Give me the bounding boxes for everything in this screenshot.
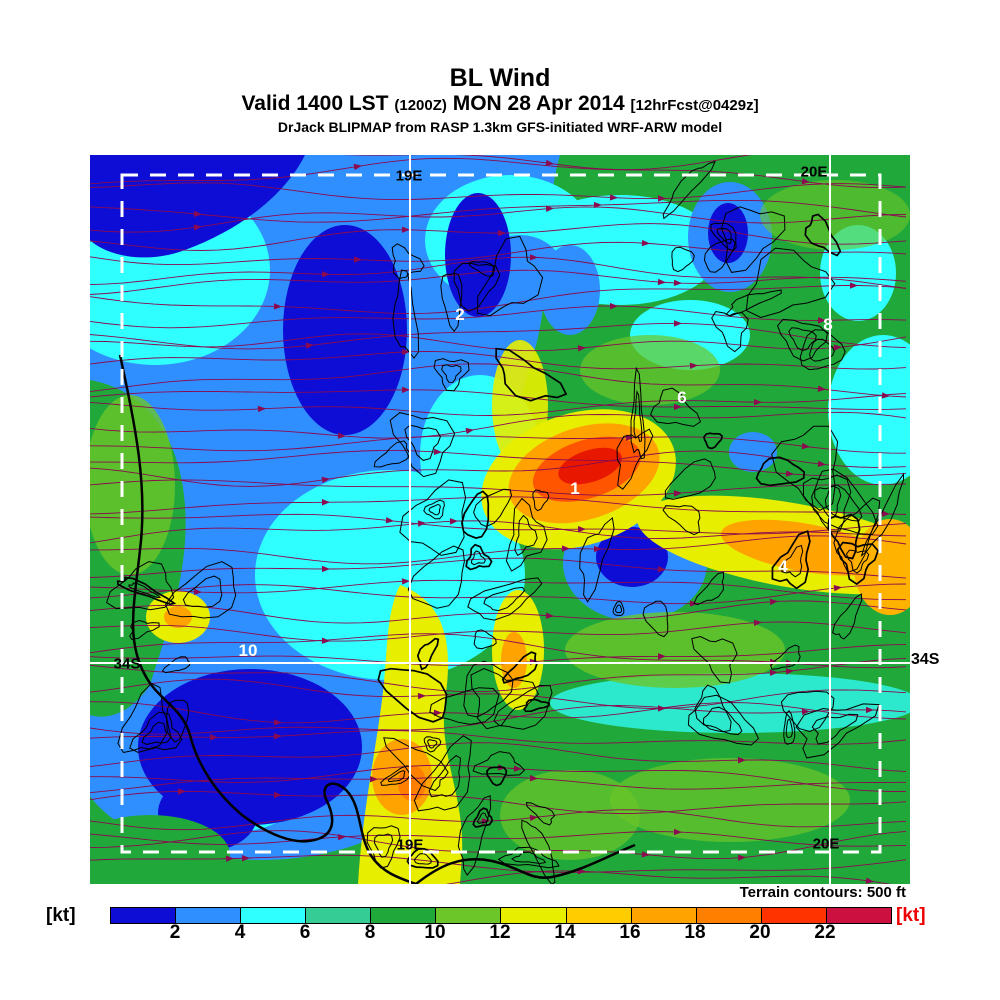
wind-speed-contour-label: 1 — [570, 479, 580, 498]
grid-coordinate-label: 19E — [396, 836, 424, 854]
colorbar-unit-left: [kt] — [46, 905, 76, 926]
terrain-contours-layer — [106, 160, 904, 884]
colorbar-segment — [826, 908, 891, 923]
colorbar-unit-right: [kt] — [896, 905, 926, 926]
wind-speed-contour-label: 2 — [455, 305, 465, 324]
colorbar-tick: 18 — [684, 922, 706, 943]
colorbar-tick-labels: 2 4 6 8 10 12 14 16 18 20 22 — [110, 922, 890, 948]
grid-coordinate-label: 34S — [113, 655, 141, 673]
wind-map: 19E 20E 34S 19E 20E 2 8 6 1 4 10 — [90, 155, 910, 884]
colorbar-tick: 4 — [234, 922, 246, 943]
valid-time: Valid 1400 LST — [241, 92, 389, 115]
colorbar-tick: 12 — [489, 922, 511, 943]
colorbar-segment — [436, 908, 502, 923]
colorbar-segment — [696, 908, 762, 923]
colorbar-segment — [306, 908, 372, 923]
wind-maximum-hotspot — [481, 409, 676, 550]
colorbar-tick: 2 — [169, 922, 181, 943]
wind-speed-field — [90, 155, 910, 884]
wind-speed-contour-label: 10 — [238, 641, 258, 660]
wind-speed-colorbar — [110, 907, 892, 924]
colorbar-tick: 20 — [749, 922, 771, 943]
colorbar-segment — [111, 908, 177, 923]
valid-time-line: Valid 1400 LST (1200Z) MON 28 Apr 2014 [… — [0, 92, 1000, 118]
wind-speed-contour-label: 6 — [677, 388, 687, 407]
colorbar-segment — [176, 908, 242, 923]
colorbar-tick: 14 — [554, 922, 576, 943]
latitude-label-right: 34S — [911, 651, 940, 668]
colorbar-tick: 6 — [299, 922, 311, 943]
grid-coordinate-label: 19E — [395, 167, 423, 185]
colorbar-tick: 22 — [814, 922, 836, 943]
wind-streamlines-layer — [90, 155, 907, 884]
wind-speed-contour-label: 8 — [823, 315, 833, 334]
forecast-tag: [12hrFcst@0429z] — [630, 97, 759, 114]
chart-title: BL Wind — [449, 64, 551, 92]
valid-date: MON 28 Apr 2014 — [452, 92, 625, 115]
grid-coordinate-label: 20E — [800, 163, 828, 181]
wind-speed-contour-label: 4 — [778, 557, 788, 576]
colorbar-segment — [631, 908, 697, 923]
grid-coordinate-label: 20E — [812, 835, 840, 853]
title-block: BL Wind Valid 1400 LST (1200Z) MON 28 Ap… — [0, 64, 1000, 136]
terrain-contours-note: Terrain contours: 500 ft — [739, 884, 906, 901]
colorbar-segment — [241, 908, 307, 923]
colorbar-segment — [566, 908, 632, 923]
colorbar-segment — [761, 908, 827, 923]
colorbar-tick: 8 — [364, 922, 376, 943]
domain-boundary-dashed — [120, 173, 882, 854]
zulu-time: (1200Z) — [394, 97, 447, 114]
grid-lines — [90, 155, 910, 884]
colorbar-segment — [501, 908, 567, 923]
colorbar-tick: 16 — [619, 922, 641, 943]
model-info-line: DrJack BLIPMAP from RASP 1.3km GFS-initi… — [277, 119, 723, 135]
colorbar-segment — [371, 908, 437, 923]
coastline — [118, 354, 636, 884]
colorbar-tick: 10 — [424, 922, 446, 943]
wind-map-canvas — [90, 155, 910, 884]
